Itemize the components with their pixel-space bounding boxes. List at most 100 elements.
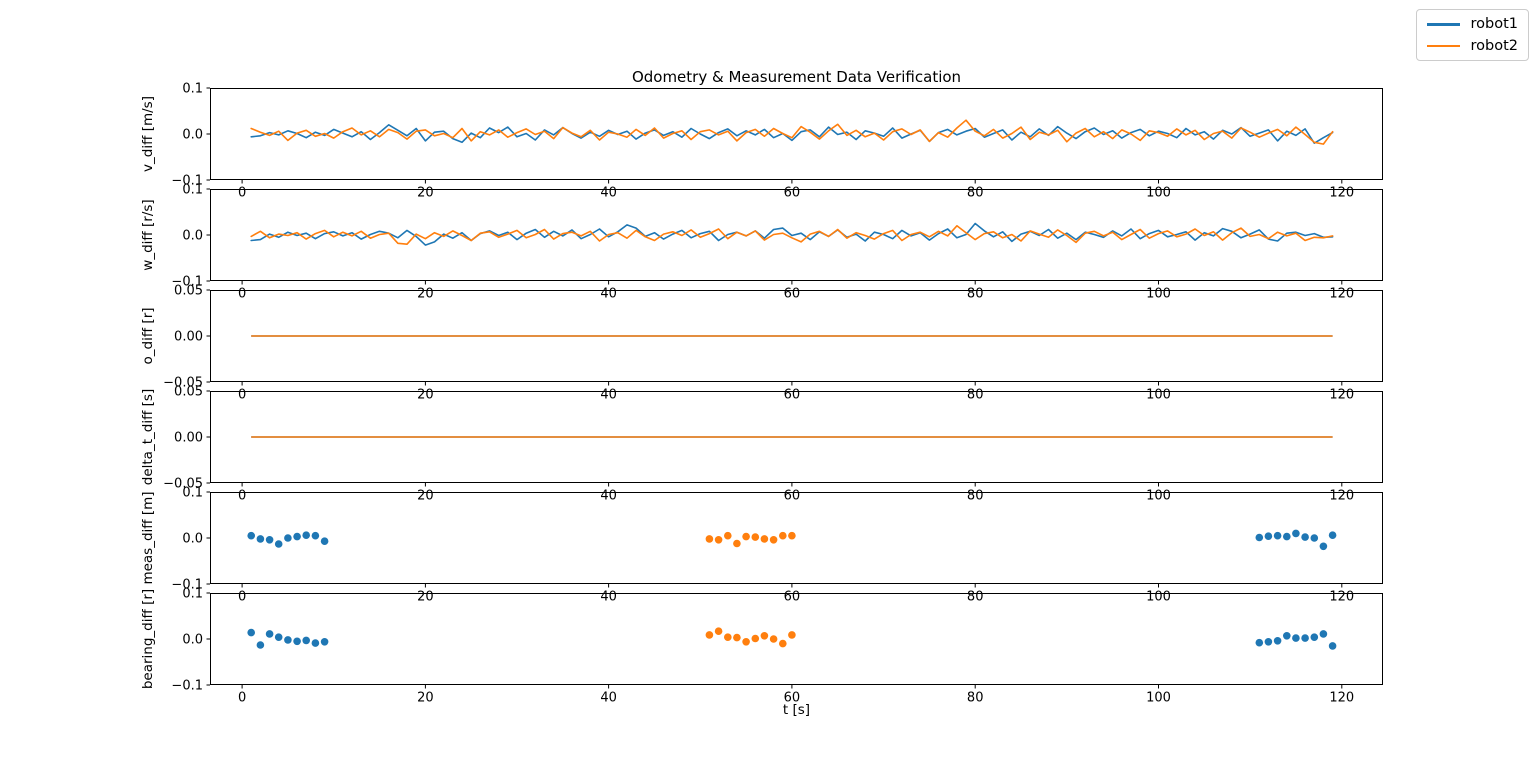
axes-border [210, 391, 1383, 483]
data-point-robot1 [320, 638, 329, 646]
data-point-robot1 [293, 637, 301, 646]
axes-border [210, 88, 1383, 180]
data-point-robot2 [705, 631, 714, 639]
data-point-robot1 [265, 630, 274, 638]
data-point-robot1 [1310, 534, 1319, 542]
data-point-robot1 [1319, 630, 1328, 638]
x-tick-label: 0 [238, 287, 246, 302]
x-tick-label: 120 [1329, 691, 1354, 706]
y-tick-label: −0.05 [163, 477, 203, 492]
y-tick-label: 0.00 [174, 431, 203, 446]
legend-label-robot1: robot1 [1470, 16, 1518, 32]
subplot-meas-diff: 0 20 40 60 80 100 120 0.1 0.0 −0.1 meas_diff [m] [140, 486, 1383, 605]
data-point-robot2 [733, 539, 741, 548]
data-point-robot1 [302, 531, 310, 539]
subplot-bearing-diff: 0 20 40 60 80 100 120 0.1 0.0 −0.1 bearing_diff [r… [140, 587, 1383, 706]
legend-item-robot1[interactable]: robot1 [1427, 17, 1518, 32]
data-point-robot1 [1264, 532, 1273, 540]
data-point-robot1 [256, 641, 265, 649]
data-point-robot2 [733, 633, 741, 642]
data-point-robot1 [247, 531, 255, 540]
data-point-robot1 [1283, 632, 1291, 640]
bearing-diff-plot: 0 20 40 60 80 100 120 0.1 0.0 −0.1 bearing_diff [r… [140, 587, 1383, 706]
data-point-robot1 [1264, 638, 1273, 646]
data-point-robot1 [265, 536, 274, 544]
delta-t-diff-plot: 0 20 40 60 80 100 1200.050.00−0.05delta_t_diff… [140, 385, 1383, 504]
axes-border [210, 189, 1383, 281]
data-point-robot2 [751, 634, 760, 643]
x-tick-label: 60 [784, 691, 801, 706]
y-tick-label: 0.05 [174, 385, 203, 400]
x-tick-label: 0 [238, 590, 246, 605]
data-point-robot1 [247, 628, 255, 637]
data-point-robot1 [274, 633, 283, 641]
x-tick-label: 80 [967, 691, 984, 706]
data-point-robot1 [320, 537, 329, 545]
data-point-robot1 [1273, 531, 1282, 540]
y-axis-label: o_diff [r] [140, 307, 156, 364]
x-tick-label: 0 [238, 388, 246, 403]
x-axis-label: t [s] [782, 702, 811, 718]
data-point-robot1 [1273, 637, 1282, 645]
legend: robot1 robot2 [1416, 9, 1529, 61]
y-tick-label: 0.0 [182, 633, 203, 648]
y-axis-label: delta_t_diff [s] [140, 389, 156, 485]
legend-line-robot2-icon [1427, 44, 1461, 47]
data-point-robot1 [1328, 531, 1337, 539]
data-line-robot1 [250, 222, 1334, 246]
data-point-robot2 [714, 627, 723, 635]
data-point-robot1 [1292, 634, 1300, 642]
data-point-robot1 [1283, 532, 1291, 541]
axes-border [210, 492, 1383, 584]
data-point-robot1 [1255, 533, 1264, 542]
chart-title: Odometry & Measurement Data Verification [631, 68, 962, 86]
data-point-robot2 [742, 532, 750, 541]
data-line-robot2 [250, 119, 1334, 145]
data-point-robot1 [1328, 642, 1337, 650]
data-point-robot2 [788, 631, 796, 639]
y-tick-label: −0.05 [163, 376, 203, 391]
legend-label-robot2: robot2 [1470, 37, 1518, 54]
y-tick-label: 0.00 [174, 330, 203, 345]
subplot-v-diff: 0 20 40 60 80 100 120 0.1 0.0 −0.1 v_diff [m/s] [140, 82, 1383, 201]
data-point-robot2 [788, 531, 796, 540]
data-line-robot2 [250, 224, 1334, 246]
x-tick-label: 0 [238, 186, 246, 201]
legend-item-robot2[interactable]: robot2 [1427, 37, 1518, 54]
y-tick-label: 0.1 [182, 183, 203, 198]
data-point-robot2 [751, 533, 760, 541]
y-tick-label: 0.0 [182, 532, 203, 547]
data-point-robot1 [311, 639, 320, 647]
data-point-robot1 [284, 534, 292, 542]
data-point-robot1 [1255, 638, 1264, 647]
data-point-robot1 [1319, 542, 1328, 551]
data-point-robot2 [724, 531, 732, 540]
x-tick-label: 0 [238, 691, 246, 706]
y-axis-label: bearing_diff [r] [140, 589, 156, 689]
x-tick-label: 40 [600, 691, 617, 706]
y-tick-label: −0.1 [171, 174, 203, 189]
data-point-robot1 [311, 531, 320, 540]
y-tick-label: 0.1 [182, 587, 203, 602]
axes-border [210, 290, 1383, 382]
data-point-robot1 [293, 532, 301, 541]
y-tick-label: 0.0 [182, 229, 203, 244]
y-axis-label: w_diff [r/s] [140, 199, 156, 270]
x-tick-label: 20 [417, 691, 434, 706]
data-point-robot1 [1301, 533, 1309, 541]
y-tick-label: 0.1 [182, 486, 203, 501]
legend-line-robot1-icon [1427, 23, 1461, 26]
data-point-robot2 [742, 638, 750, 646]
data-point-robot1 [1292, 529, 1300, 538]
data-point-robot2 [760, 632, 769, 640]
data-point-robot1 [274, 540, 283, 548]
data-point-robot1 [284, 636, 292, 644]
y-tick-label: −0.1 [171, 275, 203, 290]
y-tick-label: 0.05 [174, 284, 203, 299]
y-axis-label: v_diff [m/s] [140, 96, 156, 172]
subplot-delta-t-diff: 0 20 40 60 80 100 120 0.05 0.00 −0.05 delta_t_diff… [140, 385, 1383, 504]
x-tick-label: 0 [238, 489, 246, 504]
